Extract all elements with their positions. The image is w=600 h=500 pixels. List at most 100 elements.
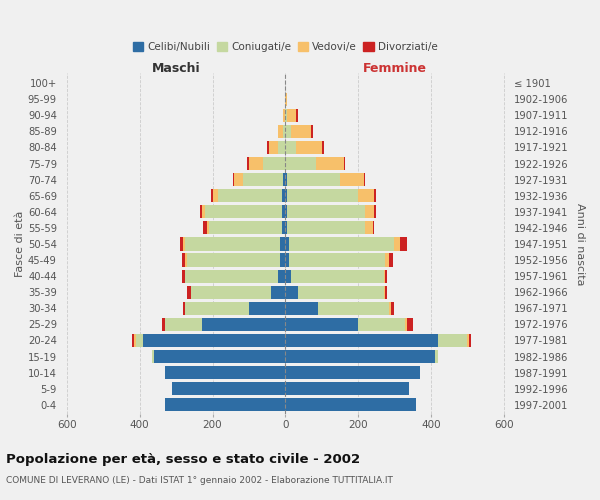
Bar [286,318,358,331]
Bar [389,254,392,266]
Bar [278,141,286,154]
Bar [291,270,383,282]
Bar [287,222,365,234]
Y-axis label: Fasce di età: Fasce di età [15,211,25,277]
Bar [389,302,391,315]
Bar [205,205,281,218]
Bar [283,173,286,186]
Bar [286,189,287,202]
Bar [185,254,187,266]
Bar [207,222,209,234]
Bar [200,205,202,218]
Bar [165,318,202,331]
Bar [184,302,185,315]
Bar [143,334,286,347]
Bar [406,318,407,331]
Bar [316,157,344,170]
Bar [407,318,413,331]
Bar [263,157,286,170]
Bar [287,108,296,122]
Bar [286,173,287,186]
Bar [400,238,407,250]
Bar [278,125,283,138]
Bar [286,366,420,379]
Bar [212,189,218,202]
Bar [286,302,318,315]
Bar [322,141,323,154]
Bar [249,302,286,315]
Bar [374,205,376,218]
Bar [358,318,406,331]
Bar [202,205,205,218]
Bar [286,270,291,282]
Bar [209,222,281,234]
Bar [296,141,322,154]
Bar [233,173,235,186]
Bar [385,270,387,282]
Bar [287,189,358,202]
Bar [165,398,286,411]
Bar [383,270,385,282]
Bar [286,254,289,266]
Bar [133,334,134,347]
Bar [286,125,291,138]
Bar [286,398,416,411]
Bar [185,302,249,315]
Bar [211,189,212,202]
Bar [286,222,287,234]
Bar [203,222,207,234]
Bar [161,318,165,331]
Bar [184,238,185,250]
Bar [286,157,316,170]
Bar [182,254,185,266]
Bar [187,254,280,266]
Bar [267,141,269,154]
Bar [383,286,385,299]
Bar [318,302,389,315]
Bar [187,286,191,299]
Bar [340,173,364,186]
Bar [365,205,374,218]
Bar [286,350,434,363]
Bar [185,238,280,250]
Text: Femmine: Femmine [362,62,427,75]
Bar [291,125,311,138]
Y-axis label: Anni di nascita: Anni di nascita [575,202,585,285]
Bar [249,157,263,170]
Text: Popolazione per età, sesso e stato civile - 2002: Popolazione per età, sesso e stato civil… [6,452,360,466]
Bar [365,222,373,234]
Bar [394,238,400,250]
Bar [281,189,286,202]
Bar [289,238,394,250]
Bar [185,270,278,282]
Bar [182,270,185,282]
Bar [283,125,286,138]
Bar [344,157,346,170]
Bar [281,222,286,234]
Bar [247,157,249,170]
Bar [283,108,286,122]
Bar [289,254,385,266]
Text: Maschi: Maschi [152,62,200,75]
Bar [191,286,271,299]
Bar [286,238,289,250]
Bar [287,205,365,218]
Bar [152,350,154,363]
Bar [280,254,286,266]
Bar [235,173,244,186]
Bar [286,382,409,396]
Bar [180,238,184,250]
Bar [364,173,365,186]
Bar [278,270,286,282]
Bar [438,334,467,347]
Bar [298,286,383,299]
Bar [296,108,298,122]
Bar [281,205,286,218]
Bar [269,141,278,154]
Bar [469,334,471,347]
Bar [374,189,376,202]
Bar [165,366,286,379]
Bar [311,125,313,138]
Bar [286,205,287,218]
Bar [202,318,286,331]
